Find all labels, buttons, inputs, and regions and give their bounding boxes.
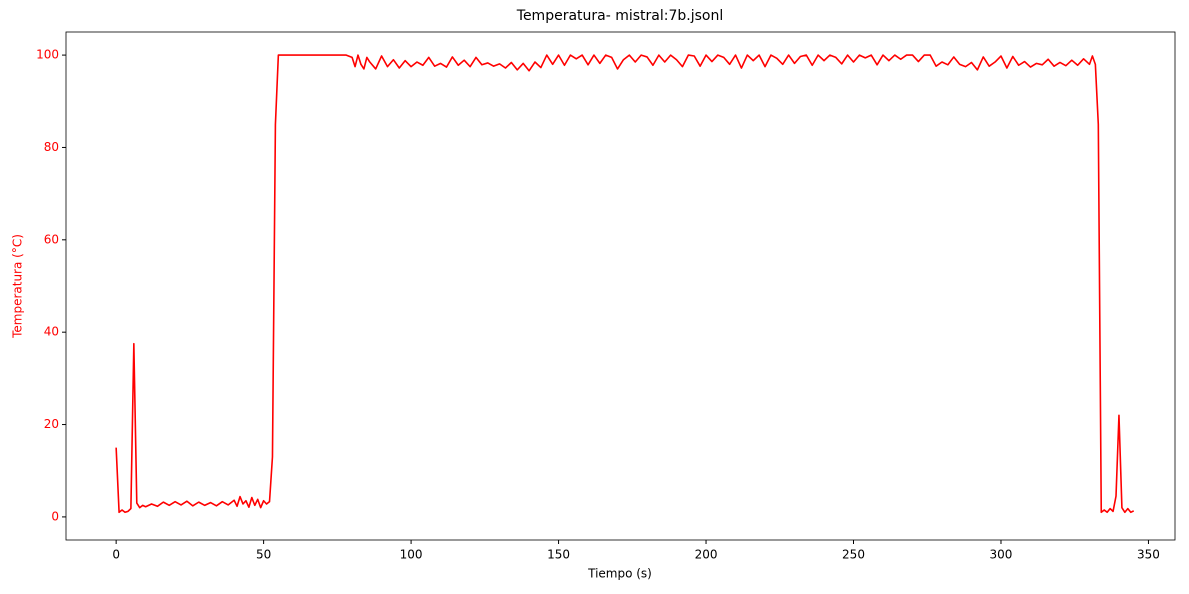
x-axis-label: Tiempo (s) <box>587 567 652 581</box>
y-tick-label: 40 <box>44 325 59 339</box>
y-tick-label: 60 <box>44 232 59 246</box>
x-tick-label: 100 <box>400 548 423 562</box>
x-tick-label: 0 <box>112 548 120 562</box>
x-tick-label: 200 <box>695 548 718 562</box>
data-line <box>115 54 1135 514</box>
y-tick-label: 20 <box>44 417 59 431</box>
y-tick-label: 80 <box>44 140 59 154</box>
chart-title: Temperatura- mistral:7b.jsonl <box>516 8 723 24</box>
x-tick-label: 150 <box>547 548 570 562</box>
y-axis-label: Temperatura (°C) <box>11 234 25 339</box>
x-tick-label: 350 <box>1137 548 1160 562</box>
x-tick-label: 250 <box>842 548 865 562</box>
x-tick-label: 50 <box>256 548 271 562</box>
plot-frame <box>65 31 1176 541</box>
y-tick-label: 100 <box>36 48 59 62</box>
y-tick-label: 0 <box>51 509 59 523</box>
x-tick-label: 300 <box>990 548 1013 562</box>
